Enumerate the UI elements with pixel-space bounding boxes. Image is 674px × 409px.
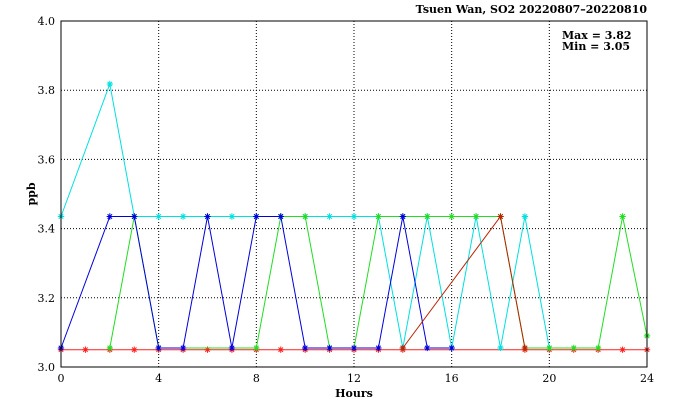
series-line xyxy=(109,216,648,349)
x-tick-label: 24 xyxy=(640,372,654,385)
series-line xyxy=(60,216,452,349)
data-point xyxy=(399,344,407,352)
data-point xyxy=(350,213,358,220)
y-tick-label: 3.6 xyxy=(38,153,56,166)
data-point xyxy=(497,344,504,352)
min-label: Min = 3.05 xyxy=(562,40,630,53)
data-point xyxy=(131,346,138,353)
data-point xyxy=(619,346,626,353)
data-point xyxy=(570,344,577,352)
data-point xyxy=(106,80,114,88)
chart-title: Tsuen Wan, SO2 20220807–20220810 xyxy=(416,3,648,16)
data-point xyxy=(228,344,236,352)
y-tick-label: 3.8 xyxy=(38,84,56,97)
data-point xyxy=(619,213,626,220)
data-point xyxy=(155,213,162,220)
x-tick-label: 12 xyxy=(347,372,361,385)
data-point xyxy=(155,344,162,352)
data-point xyxy=(424,213,431,220)
data-point xyxy=(350,344,358,352)
x-tick-label: 20 xyxy=(542,372,556,385)
data-point xyxy=(375,344,382,352)
axis-ticks: 0 4 8 12 16 20 24 3.0 3.2 3.4 3.6 3.8 4.0 xyxy=(38,15,655,385)
data-point xyxy=(546,344,553,352)
grid-lines xyxy=(61,21,647,367)
plot-frame xyxy=(60,20,648,368)
data-point xyxy=(424,344,431,352)
data-point xyxy=(131,213,138,220)
data-point xyxy=(521,344,529,352)
data-point xyxy=(277,213,284,220)
data-point xyxy=(253,344,260,352)
data-point xyxy=(204,213,211,220)
data-point xyxy=(326,344,333,352)
data-point xyxy=(301,213,309,220)
data-point xyxy=(326,213,333,220)
data-point xyxy=(594,344,602,352)
data-point xyxy=(204,346,211,353)
series-layer xyxy=(57,80,651,353)
series-3 xyxy=(106,213,651,352)
data-point xyxy=(448,344,455,352)
series-4 xyxy=(57,213,455,352)
x-tick-label: 8 xyxy=(253,372,260,385)
data-point xyxy=(399,213,407,220)
y-tick-label: 4.0 xyxy=(38,15,56,28)
data-point xyxy=(106,213,114,220)
data-point xyxy=(375,213,382,220)
data-point xyxy=(497,213,504,220)
x-axis-label: Hours xyxy=(335,387,373,400)
series-line xyxy=(60,82,550,349)
x-tick-label: 0 xyxy=(58,372,65,385)
series-5 xyxy=(399,213,529,352)
data-point xyxy=(228,213,236,220)
data-point xyxy=(521,213,529,220)
data-point xyxy=(301,344,309,352)
data-point xyxy=(106,344,114,352)
data-point xyxy=(472,213,480,220)
data-point xyxy=(82,346,89,353)
y-axis-label: ppb xyxy=(25,182,38,205)
data-point xyxy=(179,213,187,220)
data-point xyxy=(277,346,284,353)
x-tick-label: 4 xyxy=(155,372,162,385)
max-label: Max = 3.82 xyxy=(562,29,632,42)
data-point xyxy=(253,213,260,220)
y-tick-label: 3.0 xyxy=(38,361,56,374)
y-tick-label: 3.4 xyxy=(38,223,56,236)
x-tick-label: 16 xyxy=(445,372,459,385)
data-point xyxy=(179,344,187,352)
data-point xyxy=(448,213,455,220)
y-tick-label: 3.2 xyxy=(38,292,56,305)
